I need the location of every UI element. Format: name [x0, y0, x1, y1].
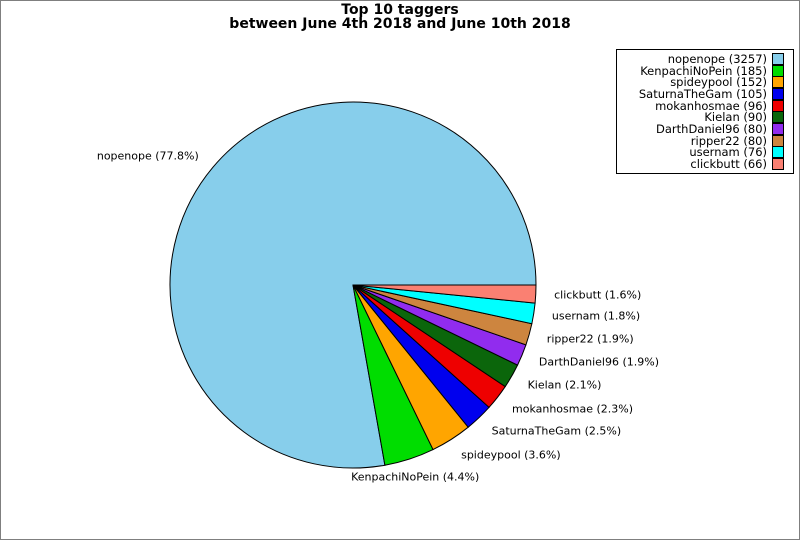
pie-slice-clickbutt	[352, 284, 537, 304]
pie-slice-nopenope	[169, 101, 537, 469]
legend: nopenope (3257) KenpachiNoPein (185) spide…	[616, 49, 794, 174]
legend-label: spideypool (152)	[670, 75, 767, 90]
slice-label-KenpachiNoPein: KenpachiNoPein (4.4%)	[351, 470, 480, 483]
slice-label-spideypool: spideypool (3.6%)	[461, 448, 561, 462]
legend-item-Kielan: Kielan (90)	[623, 110, 784, 125]
legend-item-KenpachiNoPein: KenpachiNoPein (185)	[623, 63, 784, 78]
legend-item-mokanhosmae: mokanhosmae (96)	[623, 98, 784, 113]
legend-label: mokanhosmae (96)	[655, 98, 767, 113]
slice-label-SaturnaTheGam: SaturnaTheGam (2.5%)	[491, 424, 622, 438]
legend-swatch	[772, 134, 784, 147]
legend-item-nopenope: nopenope (3257)	[623, 51, 784, 66]
slice-label-mokanhosmae: mokanhosmae (2.3%)	[512, 402, 634, 415]
slice-label-nopenope: nopenope (77.8%)	[96, 149, 199, 163]
legend-label: clickbutt (66)	[690, 157, 767, 172]
slice-label-ripper22: ripper22 (1.9%)	[546, 332, 634, 346]
slice-label-clickbutt: clickbutt (1.6%)	[554, 288, 642, 302]
legend-item-spideypool: spideypool (152)	[623, 75, 784, 90]
legend-swatch	[772, 146, 784, 159]
chart-title-line2: between June 4th 2018 and June 10th 2018	[229, 15, 571, 32]
legend-label: usernam (76)	[689, 145, 767, 160]
legend-label: DarthDaniel96 (80)	[656, 121, 767, 136]
legend-swatch	[772, 111, 784, 124]
legend-label: SaturnaTheGam (105)	[638, 86, 767, 101]
legend-label: KenpachiNoPein (185)	[640, 63, 767, 78]
legend-swatch	[772, 158, 784, 171]
legend-item-clickbutt: clickbutt (66)	[623, 157, 784, 172]
legend-swatch	[772, 76, 784, 89]
slice-label-Kielan: Kielan (2.1%)	[527, 378, 602, 392]
legend-swatch	[772, 64, 784, 77]
chart-title: Top 10 taggers between June 4th 2018 and…	[1, 2, 799, 32]
legend-item-SaturnaTheGam: SaturnaTheGam (105)	[623, 86, 784, 101]
legend-swatch	[772, 87, 784, 100]
legend-swatch	[772, 99, 784, 112]
legend-item-usernam: usernam (76)	[623, 145, 784, 160]
legend-swatch	[772, 122, 784, 135]
slice-label-DarthDaniel96: DarthDaniel96 (1.9%)	[538, 355, 659, 369]
legend-label: ripper22 (80)	[690, 133, 767, 148]
legend-label: nopenope (3257)	[667, 51, 767, 66]
chart-title-line1: Top 10 taggers	[341, 2, 459, 18]
legend-item-ripper22: ripper22 (80)	[623, 133, 784, 148]
legend-label: Kielan (90)	[704, 110, 767, 125]
legend-item-DarthDaniel96: DarthDaniel96 (80)	[623, 121, 784, 136]
legend-swatch	[772, 52, 784, 65]
slice-label-usernam: usernam (1.8%)	[551, 309, 641, 323]
